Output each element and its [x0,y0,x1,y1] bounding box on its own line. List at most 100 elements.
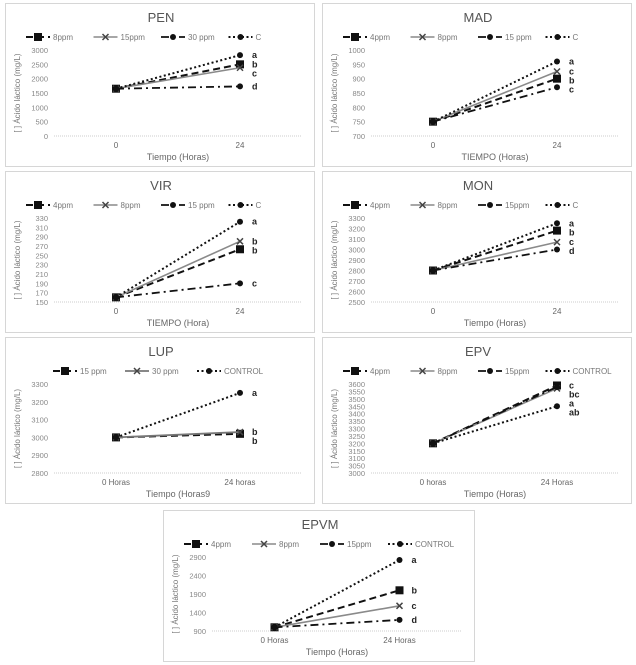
significance-letter: c [569,237,574,247]
significance-letter: c [412,601,417,611]
series-line [115,391,241,439]
significance-letter: c [252,68,257,78]
legend-label: 30 ppm [152,367,179,376]
x-axis-title: TIEMPO (Horas) [461,152,528,162]
series-line [115,220,241,299]
x-tick-label: 0 [431,141,436,150]
series-line [432,386,558,445]
y-axis-title: [ ] Ácido láctico (mg/L) [171,554,180,633]
y-tick-label: 3450 [348,402,365,411]
y-tick-label: 3100 [31,416,48,425]
legend-item: 15ppm [478,201,530,210]
y-tick-label: 310 [35,223,48,232]
series-line [432,248,558,272]
y-tick-label: 250 [35,251,48,260]
y-tick-label: 3200 [348,439,365,448]
significance-letter: c [569,67,574,77]
data-point [553,238,561,246]
chart-title: EPVM [302,517,339,532]
significance-letter: d [412,615,418,625]
legend-marker-icon [101,201,110,209]
data-point [236,64,244,72]
series-c [430,58,560,125]
chart-panel-vir: VIR 4ppm 8ppm 15 ppm C 150 170 190 210 230 250 270 2… [5,171,315,333]
y-tick-label: 3000 [31,46,48,55]
series-line [115,63,241,90]
legend-item: 4ppm [343,33,390,42]
y-tick-label: 2900 [189,553,206,562]
data-point [553,74,561,83]
legend-item: 4ppm [343,367,390,376]
y-tick-label: 750 [352,118,365,127]
significance-letter: d [569,246,575,256]
legend-item: C [545,33,579,42]
line-chart: MAD 4ppm 8ppm 15 ppm C 700 750 800 850 900 950 1000… [330,10,619,162]
data-point [554,403,560,410]
series-control [430,403,560,447]
y-tick-label: 3300 [31,380,48,389]
series-15-ppm [430,84,560,125]
legend-item: C [228,33,262,42]
data-point [237,280,243,287]
series-line [274,559,400,629]
legend-marker-icon [34,201,42,209]
y-tick-label: 1000 [31,103,48,112]
series-8ppm [429,238,561,275]
legend-marker-icon [101,33,110,41]
legend-item: CONTROL [388,540,455,549]
legend-marker-icon [351,367,359,375]
legend-label: CONTROL [224,367,264,376]
y-tick-label: 2500 [348,298,365,307]
y-tick-label: 2600 [348,288,365,297]
x-tick-label: 0 [114,141,119,150]
y-tick-label: 3000 [348,469,365,478]
legend-item: 4ppm [343,201,390,210]
data-point [395,602,404,610]
legend-marker-icon [487,202,493,208]
y-tick-label: 0 [44,132,48,141]
legend-item: CONTROL [197,367,264,376]
data-point [554,383,560,390]
significance-letter: d [252,81,258,91]
x-axis-title: TIEMPO (Hora) [147,318,210,328]
y-tick-label: 290 [35,233,48,242]
data-point [396,556,403,563]
legend-label: C [573,201,579,210]
y-tick-label: 3300 [348,425,365,434]
legend-marker-icon [397,541,403,547]
legend-item: 30 ppm [125,367,179,376]
y-tick-label: 3300 [348,214,365,223]
data-point [113,294,119,301]
significance-letter: a [569,398,575,408]
legend-marker-icon [170,34,176,40]
series-15ppm [112,64,244,93]
legend-marker-icon [351,33,359,41]
chart-panel-epvm: EPVM 4ppm 8ppm 15ppm CONTROL 900 1400 1900 2400 2… [163,510,475,662]
y-tick-label: 800 [352,103,365,112]
x-tick-label: 24 horas [224,478,255,487]
data-point [237,83,243,90]
legend-item: 8ppm [93,201,141,210]
legend-item: 15 ppm [161,201,215,210]
y-tick-label: 2500 [31,60,48,69]
significance-letter: b [252,59,258,69]
legend-marker-icon [206,368,212,374]
legend-marker-icon [487,34,493,40]
y-tick-label: 3500 [348,395,365,404]
y-tick-label: 2900 [31,451,48,460]
series-8ppm [112,60,244,93]
y-tick-label: 2400 [189,572,206,581]
y-tick-label: 3150 [348,447,365,456]
legend-item: C [545,201,579,210]
y-tick-label: 2800 [31,469,48,478]
series-line [115,66,241,90]
data-point [237,389,243,396]
y-tick-label: 3550 [348,387,365,396]
legend-item: 15ppm [478,367,530,376]
x-tick-label: 24 [236,141,245,150]
line-chart: LUP 15 ppm 30 ppm CONTROL 2800 2900 3000 3100 32… [13,344,302,499]
y-tick-label: 170 [35,289,48,298]
legend-marker-icon [260,540,268,548]
series-line [432,405,558,445]
